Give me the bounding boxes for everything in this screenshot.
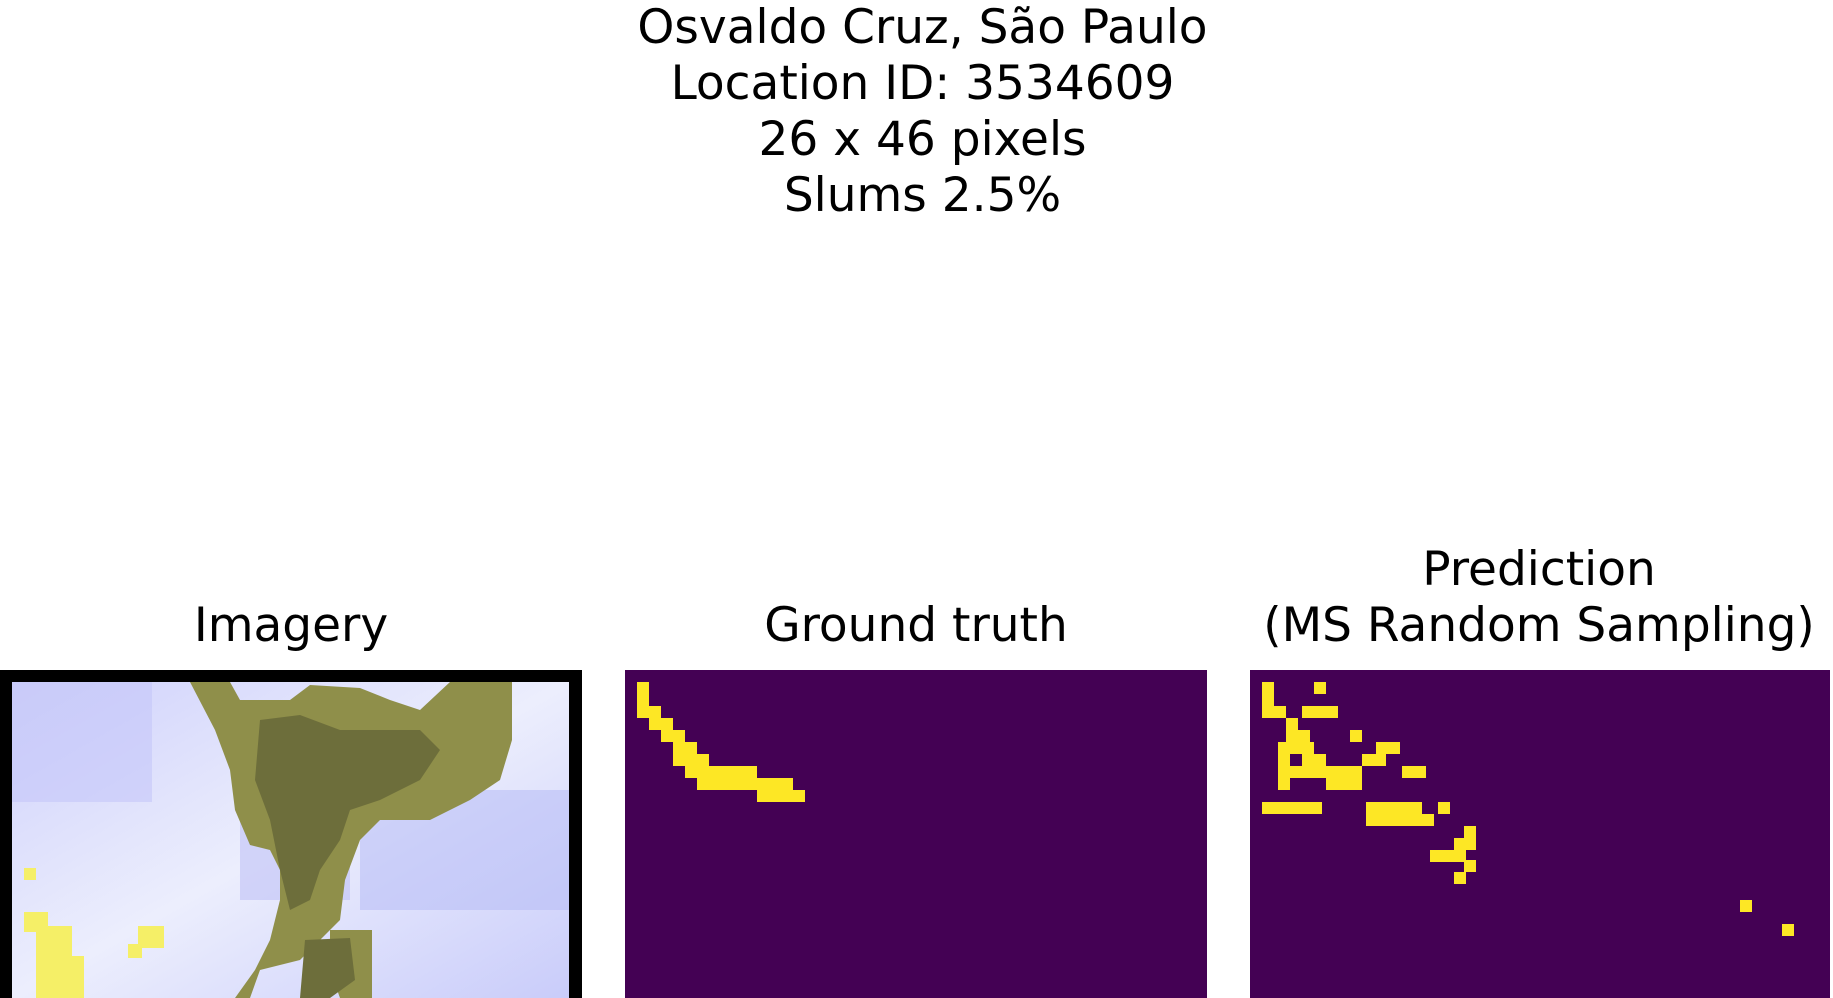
image-dimensions: 26 x 46 pixels — [758, 112, 1087, 167]
vegetation-area — [255, 715, 440, 998]
prediction-panel — [1250, 670, 1830, 998]
slum-mask — [1262, 682, 1794, 936]
imagery-panel — [0, 670, 582, 998]
slum-percentage: Slums 2.5% — [783, 168, 1062, 223]
ground-truth-title: Ground truth — [764, 598, 1068, 653]
prediction-title-line1: Prediction — [1422, 542, 1656, 597]
ground-truth-panel — [625, 670, 1207, 998]
location-name: Osvaldo Cruz, São Paulo — [637, 0, 1208, 55]
location-id: Location ID: 3534609 — [670, 56, 1175, 111]
prediction-mask — [1262, 682, 1794, 936]
figure-header: Osvaldo Cruz, São Paulo Location ID: 353… — [0, 0, 1833, 224]
prediction-title-line2: (MS Random Sampling) — [1263, 598, 1815, 653]
imagery-raster — [12, 682, 569, 998]
slum-area — [24, 868, 164, 998]
slum-mask — [637, 682, 805, 802]
urban-area — [12, 682, 152, 802]
imagery-title: Imagery — [193, 598, 389, 653]
prediction-title: Prediction (MS Random Sampling) — [1245, 542, 1833, 654]
ground-truth-mask — [637, 682, 805, 802]
